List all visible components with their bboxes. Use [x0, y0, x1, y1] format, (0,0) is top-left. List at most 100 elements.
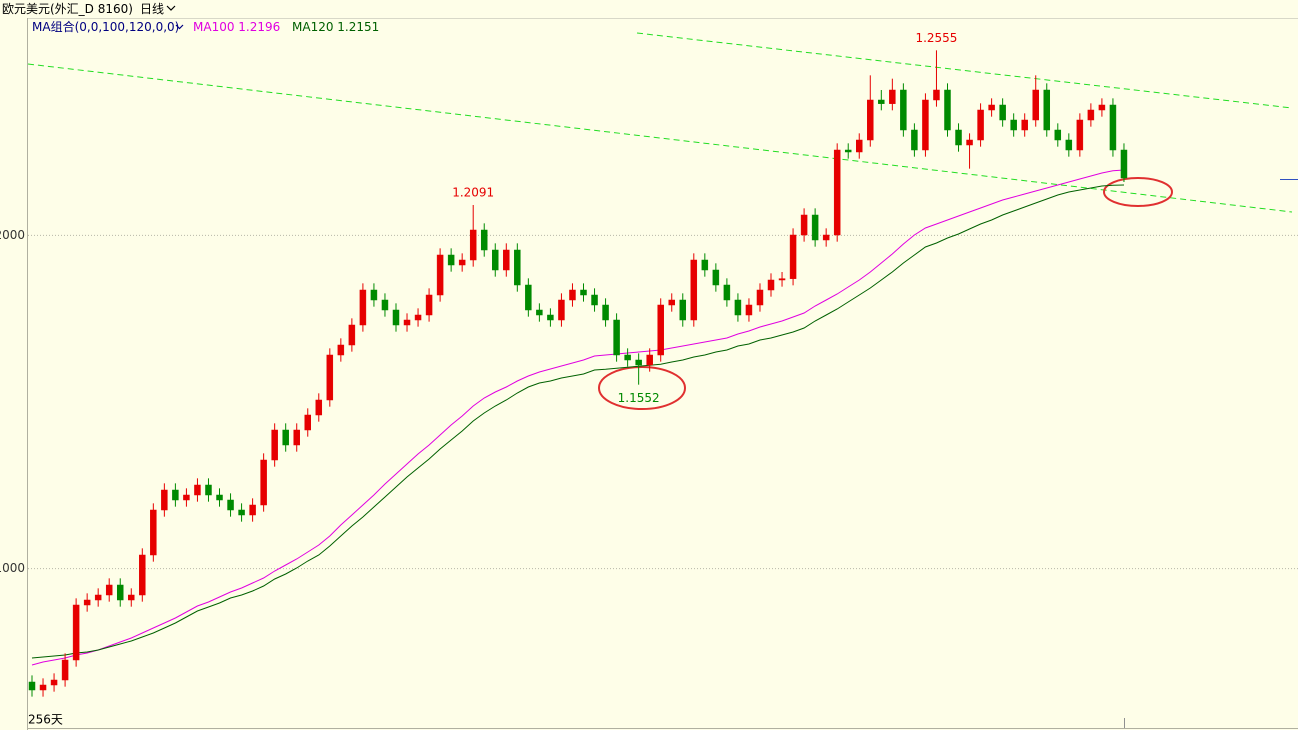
candle-body — [414, 314, 422, 321]
legend-name: MA100 — [193, 20, 234, 34]
candle-body — [668, 299, 675, 306]
y-tick-label: 1000 — [0, 561, 25, 575]
candle-body — [39, 684, 47, 691]
footer: 256天 — [28, 713, 63, 727]
candle-body — [469, 229, 477, 261]
candle-body — [94, 594, 102, 601]
candle-body — [602, 304, 609, 321]
candle-body — [734, 299, 742, 316]
candle-body — [944, 89, 951, 131]
candle-body — [194, 484, 201, 496]
highlight-circle — [598, 366, 686, 410]
candle-body — [392, 309, 400, 326]
candle-body — [28, 681, 36, 691]
candle-body — [679, 299, 687, 321]
candle-body — [359, 289, 367, 326]
candle-body — [1120, 149, 1128, 179]
candle-body — [425, 294, 433, 316]
candle-body — [271, 429, 278, 461]
candle-body — [591, 294, 598, 306]
candle-body — [105, 584, 113, 596]
period-select[interactable]: 日线 — [140, 2, 164, 16]
candle-body — [867, 99, 874, 141]
candle-body — [844, 149, 852, 153]
candle-body — [172, 489, 179, 501]
trend-line — [27, 63, 1293, 213]
candle-body — [878, 99, 885, 104]
candle-body — [514, 249, 521, 286]
candle-body — [50, 679, 58, 686]
candle-body — [569, 289, 576, 301]
candle-body — [370, 289, 378, 301]
plot-area — [27, 32, 1298, 570]
chevron[interactable] — [166, 5, 176, 11]
candle-body — [580, 289, 587, 296]
candle-body — [403, 319, 411, 326]
candle-body — [183, 494, 190, 501]
candle-body — [249, 504, 256, 516]
candle-body — [282, 429, 289, 446]
candle-body — [326, 354, 334, 401]
candle-body — [778, 278, 786, 281]
candle-body — [889, 89, 896, 104]
candle-body — [900, 89, 907, 131]
candle-body — [227, 499, 234, 511]
candle-body — [458, 259, 466, 266]
candle-body — [1043, 89, 1051, 131]
candle-body — [856, 139, 863, 153]
candle-body — [657, 304, 664, 356]
candle-body — [536, 309, 543, 316]
candle-body — [337, 344, 345, 356]
legend-entry: MA120 1.2151 — [292, 20, 379, 34]
candle-body — [745, 304, 753, 316]
candle-body — [525, 284, 532, 311]
candle-body — [646, 354, 653, 366]
candle-body — [492, 249, 499, 271]
candle-body — [381, 299, 389, 311]
candle-body — [216, 494, 223, 501]
candle-body — [61, 659, 69, 681]
extreme-label: 1.2555 — [915, 31, 957, 45]
candle-body — [1032, 89, 1039, 121]
legend-value: 1.2151 — [337, 20, 379, 34]
legend-value: 1.2196 — [238, 20, 280, 34]
candle-body — [988, 104, 995, 111]
candle-body — [624, 354, 631, 361]
candle-body — [800, 214, 808, 236]
extreme-label: 1.1552 — [618, 391, 660, 405]
chevron[interactable] — [175, 24, 184, 30]
candle-body — [139, 554, 146, 596]
candle-body — [1021, 119, 1028, 131]
candle-body — [1098, 104, 1106, 111]
candle-body — [723, 284, 731, 301]
candle-body — [348, 324, 356, 346]
y-tick-label: 2000 — [0, 228, 25, 242]
legend: MA100 1.2196 MA120 1.2151 — [193, 20, 379, 34]
candle-body — [767, 279, 775, 291]
header: 欧元美元(外汇_D 8160) — [2, 2, 133, 16]
candle-body — [304, 414, 311, 431]
candle-body — [503, 249, 510, 271]
candle-body — [558, 299, 565, 321]
candle-body — [161, 489, 168, 511]
candle-body — [293, 429, 300, 446]
symbol: 欧元美元(外汇_D 8160) — [2, 2, 133, 16]
candle-body — [238, 509, 245, 516]
ma-group-select[interactable]: MA组合(0,0,100,120,0,0) — [32, 19, 179, 34]
candle-body — [1054, 129, 1062, 141]
candle-body — [933, 89, 940, 101]
candle-body — [1087, 109, 1095, 121]
candle-body — [480, 229, 488, 251]
candle-body — [756, 289, 764, 306]
candle-body — [1109, 104, 1117, 151]
candle-body — [822, 234, 830, 241]
candle-body — [955, 129, 962, 146]
candle-body — [315, 399, 323, 416]
candle-body — [712, 269, 720, 286]
candle-body — [911, 129, 918, 151]
candle-body — [150, 509, 157, 556]
extreme-label: 1.2091 — [452, 186, 494, 200]
candle-body — [613, 319, 620, 356]
candle-body — [260, 459, 267, 506]
